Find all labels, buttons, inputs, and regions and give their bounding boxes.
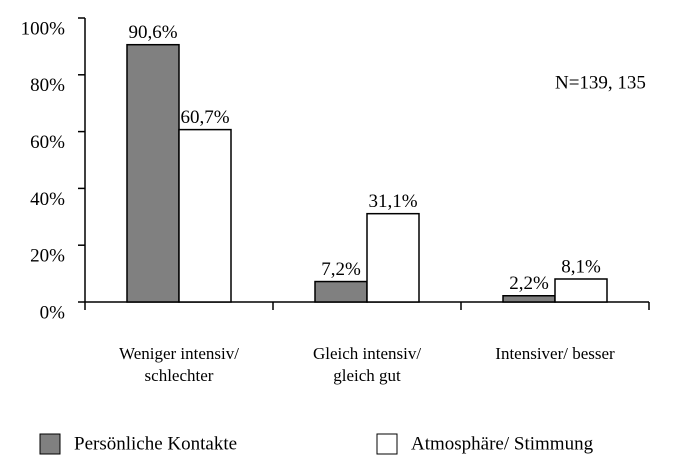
- legend-label: Persönliche Kontakte: [74, 433, 237, 454]
- y-tick-label: 80%: [30, 75, 65, 96]
- value-label: 8,1%: [561, 256, 601, 277]
- y-tick-label: 40%: [30, 189, 65, 210]
- x-tick-label: Weniger intensiv/ schlechter: [119, 344, 239, 385]
- value-label: 2,2%: [509, 273, 549, 294]
- bar: [126, 43, 180, 303]
- y-tick-label: 20%: [30, 246, 65, 267]
- bar: [366, 212, 420, 303]
- y-tick-label: 100%: [21, 18, 66, 39]
- x-tick-label: Intensiver/ besser: [495, 344, 615, 363]
- bar: [502, 295, 556, 303]
- bar: [554, 278, 608, 303]
- legend-label: Atmosphäre/ Stimmung: [411, 433, 594, 454]
- y-tick-label: 0%: [40, 302, 66, 323]
- x-tick-label: Gleich intensiv/ gleich gut: [312, 344, 422, 385]
- value-label: 7,2%: [321, 259, 361, 280]
- annotation: N=139, 135: [555, 72, 646, 93]
- bar: [178, 128, 232, 303]
- legend-swatch: [376, 433, 398, 455]
- legend-swatch: [39, 433, 61, 455]
- y-tick-label: 60%: [30, 132, 65, 153]
- value-label: 90,6%: [128, 22, 177, 43]
- value-label: 60,7%: [180, 107, 229, 128]
- value-label: 31,1%: [368, 191, 417, 212]
- bar: [314, 280, 368, 303]
